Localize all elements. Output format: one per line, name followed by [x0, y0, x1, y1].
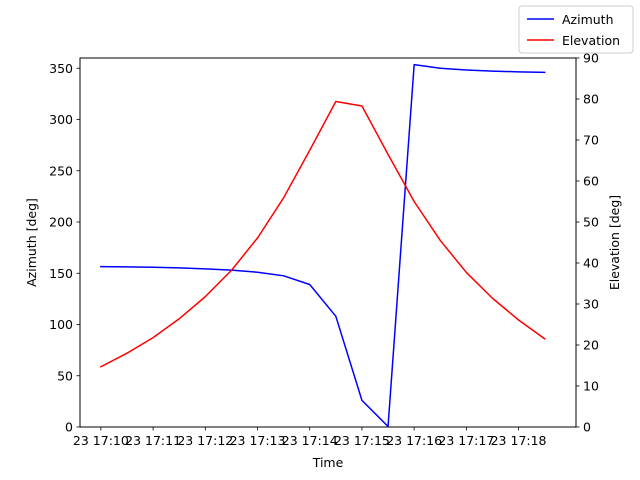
- x-axis-label: Time: [312, 455, 344, 470]
- left-y-tick-label: 0: [65, 420, 73, 435]
- series-line-azimuth: [100, 63, 546, 428]
- left-y-tick-label: 350: [49, 61, 73, 76]
- right-y-axis-label: Elevation [deg]: [607, 195, 622, 290]
- x-tick-label: 23 17:12: [177, 433, 233, 448]
- x-tick-label: 23 17:13: [230, 433, 286, 448]
- legend-box: [518, 5, 634, 54]
- right-y-axis-ticks: 0 10 20 30 40 50 60 70 80 90: [576, 51, 599, 435]
- left-y-tick-label: 100: [49, 317, 73, 332]
- plot-lines: [99, 63, 546, 428]
- right-y-tick-label: 0: [583, 420, 591, 435]
- plot-area-frame: [79, 57, 577, 428]
- right-y-tick-label: 80: [583, 92, 599, 107]
- left-y-tick-label: 200: [49, 215, 73, 230]
- x-tick-label: 23 17:17: [438, 433, 494, 448]
- right-y-tick-label: 50: [583, 215, 599, 230]
- legend-label-elevation: Elevation: [562, 33, 620, 48]
- x-tick-label: 23 17:10: [73, 433, 129, 448]
- legend: Azimuth Elevation: [518, 5, 634, 54]
- left-y-tick-label: 50: [57, 368, 73, 383]
- right-y-tick-label: 40: [583, 256, 599, 271]
- x-tick-label: 23 17:18: [491, 433, 547, 448]
- right-y-tick-label: 20: [583, 338, 599, 353]
- right-y-tick-label: 90: [583, 51, 599, 66]
- x-tick-label: 23 17:15: [334, 433, 390, 448]
- legend-label-azimuth: Azimuth: [562, 12, 614, 27]
- x-tick-label: 23 17:16: [386, 433, 442, 448]
- x-tick-label: 23 17:14: [282, 433, 338, 448]
- x-tick-label: 23 17:11: [125, 433, 181, 448]
- left-y-tick-label: 300: [49, 112, 73, 127]
- left-y-axis-ticks: 0 50 100 150 200 250 300 350: [49, 61, 80, 435]
- left-y-axis-label: Azimuth [deg]: [24, 198, 39, 287]
- left-y-tick-label: 150: [49, 266, 73, 281]
- right-y-tick-label: 70: [583, 133, 599, 148]
- series-line-elevation: [99, 100, 546, 368]
- right-y-tick-label: 60: [583, 174, 599, 189]
- right-y-tick-label: 30: [583, 297, 599, 312]
- left-y-tick-label: 250: [49, 163, 73, 178]
- right-y-tick-label: 10: [583, 379, 599, 394]
